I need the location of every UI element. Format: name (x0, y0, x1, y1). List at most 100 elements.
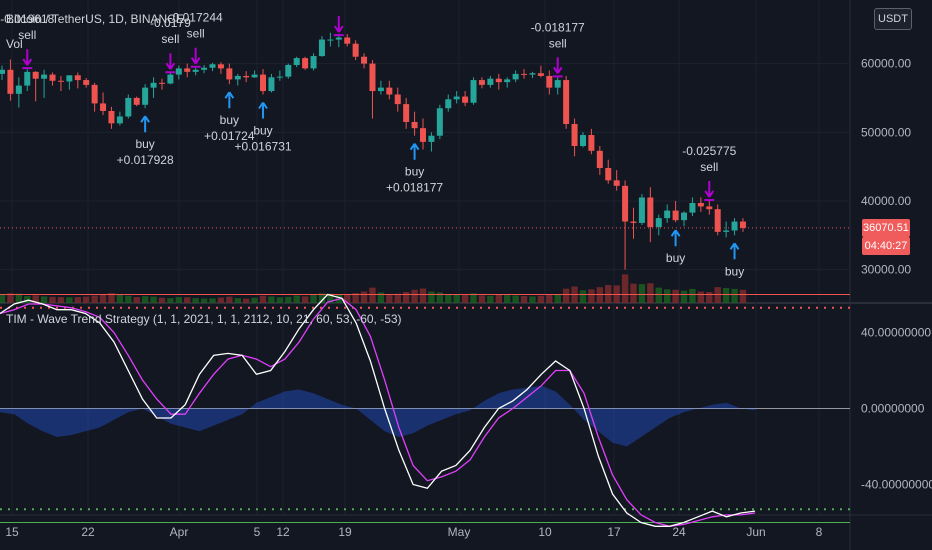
candle-body (512, 73, 519, 80)
volume-bar (259, 295, 267, 303)
candle-body (377, 87, 384, 92)
candle-body (352, 43, 359, 57)
volume-bar (588, 289, 595, 303)
volume-bar (91, 295, 98, 303)
volume-bar (386, 294, 393, 303)
volume-bar (520, 295, 528, 303)
volume-bar (99, 294, 107, 303)
candle-body (546, 75, 553, 88)
candle-body (428, 135, 435, 142)
volume-bar (57, 297, 65, 303)
candle-body (192, 69, 199, 72)
volume-bar (411, 289, 418, 303)
volume-bar (495, 294, 502, 303)
candle-body (462, 96, 469, 103)
volume-bar (285, 296, 292, 303)
volume-bar (655, 287, 662, 303)
volume-bar (74, 297, 81, 303)
candle-body (83, 80, 90, 85)
candle-body (41, 74, 48, 79)
candle-body (445, 99, 452, 109)
x-tick-label: Jun (746, 525, 765, 539)
volume-bar (167, 298, 174, 303)
sell-value: -0.0179 (150, 16, 191, 30)
buy-value: +0.018177 (386, 181, 443, 195)
x-tick-label: 24 (672, 525, 686, 539)
candle-body (184, 68, 191, 72)
volume-bar (83, 296, 90, 303)
y-tick-label: 40000.00 (861, 194, 911, 208)
candle-body (638, 197, 645, 223)
candle-body (285, 64, 292, 77)
buy-label: buy (135, 137, 154, 151)
last-price-tag: 36070.51 (862, 218, 910, 237)
buy-arrow (258, 101, 268, 119)
candle-body (579, 135, 586, 147)
volume-bar (621, 274, 629, 303)
candle-body (361, 56, 368, 64)
candle-body (487, 78, 494, 85)
volume-bar (158, 297, 166, 303)
volume-bar (647, 283, 654, 303)
candle-body (647, 197, 654, 228)
candle-body (394, 94, 401, 105)
volume-bar (487, 295, 494, 303)
candle-body (655, 218, 662, 228)
ind-y-tick-label: 40.00000000 (861, 326, 931, 340)
sell-arrow (165, 53, 176, 74)
candle-body (588, 135, 595, 151)
candle-body (217, 64, 224, 69)
volume-bar (605, 284, 612, 303)
currency-button[interactable]: USDT (874, 8, 912, 30)
buy-value: +0.016731 (234, 140, 291, 154)
buy-arrow (140, 115, 150, 133)
ind-y-tick-label: -40.00000000 (861, 478, 932, 492)
volume-bar (436, 292, 444, 303)
volume-bar (192, 298, 199, 303)
candle-body (723, 230, 730, 232)
volume-bar (40, 296, 48, 303)
sell-arrow (22, 49, 33, 70)
candle-body (209, 64, 216, 68)
candle-body (175, 68, 182, 75)
volume-bar (108, 293, 115, 303)
volume-bar (470, 293, 477, 303)
candle-body (470, 80, 477, 103)
x-tick-label: May (448, 525, 471, 539)
volume-bar (32, 295, 39, 303)
y-tick-label: 50000.00 (861, 125, 911, 139)
candle-body (302, 58, 309, 69)
volume-bar (310, 295, 317, 303)
volume-bar (722, 288, 730, 303)
y-tick-label: 60000.00 (861, 57, 911, 71)
sell-label: sell (161, 32, 179, 46)
volume-bar (504, 295, 511, 303)
volume-bar (731, 288, 738, 303)
candle-body (344, 37, 351, 44)
x-tick-label: 22 (81, 525, 95, 539)
volume-bar (546, 294, 553, 303)
candle-body (521, 73, 528, 75)
candle-body (411, 121, 418, 129)
candle-body (681, 212, 688, 221)
volume-bar (327, 293, 334, 303)
volume-bar (242, 298, 250, 303)
volume-bar (478, 295, 486, 303)
volume-bar (554, 294, 561, 303)
volume-bar (714, 287, 721, 303)
volume-bar (7, 293, 14, 303)
candle-body (731, 221, 738, 231)
volume-bar (184, 297, 191, 303)
x-tick-label: 15 (5, 525, 19, 539)
sell-label: sell (549, 36, 567, 50)
buy-label: buy (220, 113, 239, 127)
volume-bar (200, 298, 208, 303)
sell-value: -0.017244 (169, 11, 223, 25)
buy-arrow (729, 242, 740, 260)
volume-bar (394, 293, 401, 303)
candle-body (664, 210, 671, 219)
candle-body (327, 39, 334, 41)
sell-value: -0.019618 (0, 12, 54, 26)
buy-label: buy (666, 251, 685, 265)
